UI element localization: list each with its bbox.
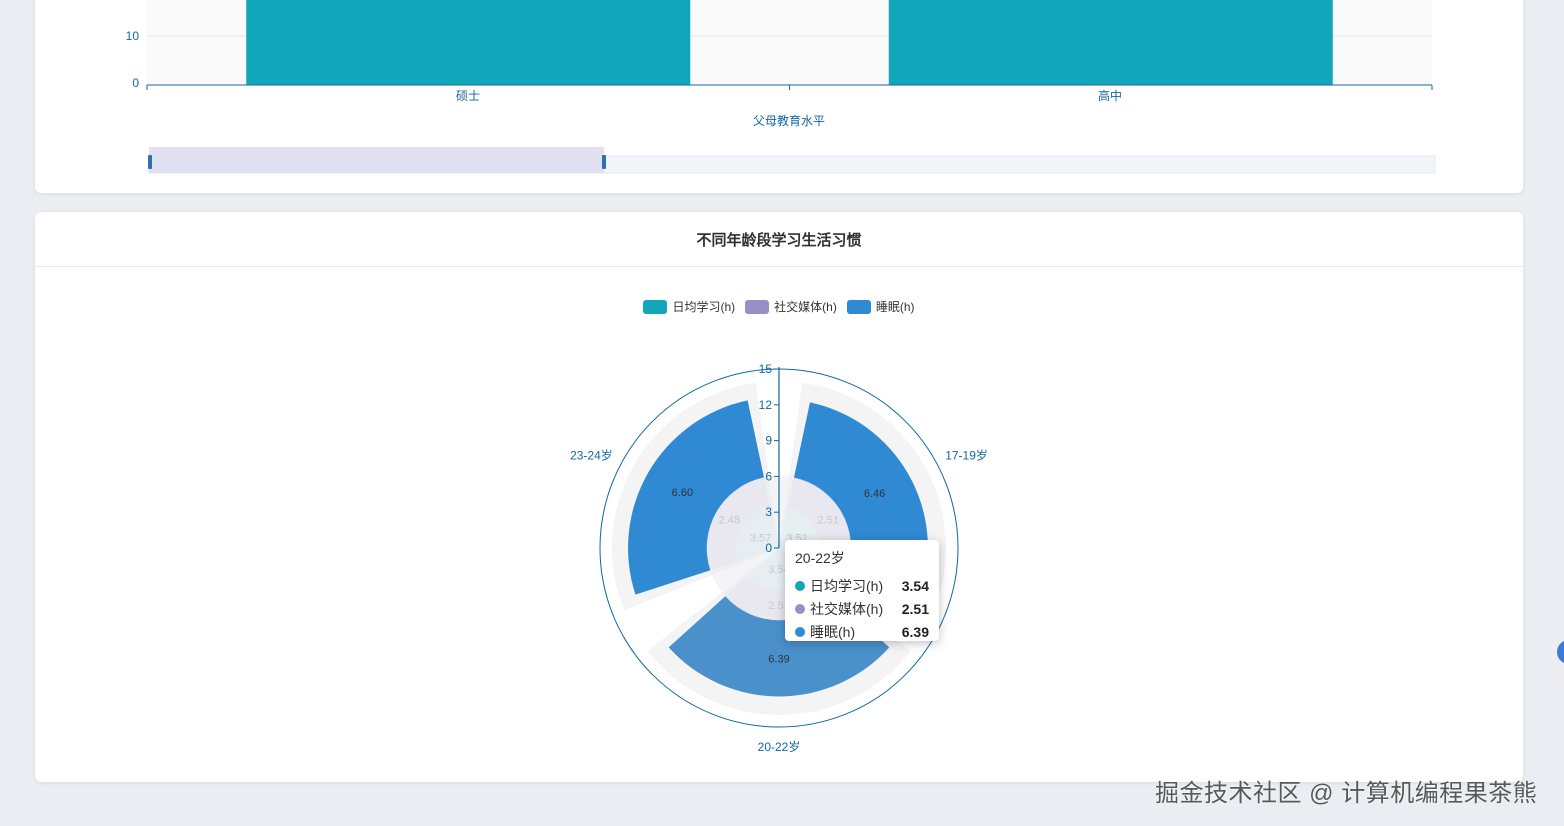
tooltip-series-name: 日均学习(h) [810, 577, 884, 594]
radius-tick-label: 12 [759, 398, 773, 412]
tooltip-value: 3.54 [901, 577, 929, 594]
legend-swatch [643, 299, 668, 314]
chart-legend: 日均学习(h) 社交媒体(h) 睡眠(h) [35, 298, 1523, 315]
legend-label: 日均学习(h) [672, 300, 736, 314]
tooltip-series-name: 社交媒体(h) [810, 600, 884, 617]
card-title: 不同年龄段学习生活习惯 [696, 231, 862, 249]
datazoom-left-handle[interactable] [148, 155, 152, 169]
tooltip-value: 6.39 [901, 623, 929, 640]
x-axis-title: 父母教育水平 [753, 113, 825, 128]
data-label: 6.39 [768, 653, 789, 665]
radius-tick-label: 6 [765, 469, 772, 483]
x-tick-label: 高中 [1098, 88, 1122, 103]
data-label: 6.46 [864, 488, 885, 500]
data-label: 2.51 [818, 515, 839, 527]
radius-tick-label: 3 [765, 505, 772, 519]
tooltip-row: 社交媒体(h) 2.51 [795, 597, 929, 620]
bar [246, 0, 691, 85]
legend-item-study[interactable]: 日均学习(h) [643, 298, 735, 315]
tooltip-dot [795, 626, 805, 637]
y-tick-label: 0 [132, 76, 139, 90]
legend-label: 睡眠(h) [875, 300, 915, 314]
tooltip-dot [795, 603, 805, 614]
watermark: 掘金技术社区 @ 计算机编程果茶熊 [1155, 780, 1538, 807]
datazoom-slider[interactable] [148, 147, 1436, 174]
angle-axis-label: 23-24岁 [570, 448, 613, 463]
legend-swatch [846, 299, 871, 314]
angle-axis-label: 17-19岁 [945, 448, 988, 463]
datazoom-selected-range[interactable] [149, 147, 604, 173]
legend-item-social[interactable]: 社交媒体(h) [745, 298, 837, 315]
polar-bar [628, 400, 764, 595]
tooltip-row: 睡眠(h) 6.39 [795, 620, 929, 643]
data-label: 3.54 [768, 564, 789, 576]
datazoom-right-handle[interactable] [602, 155, 606, 169]
card-header: 不同年龄段学习生活习惯 [35, 212, 1523, 267]
tooltip-title: 20-22岁 [795, 550, 845, 566]
polar-chart-card: 不同年龄段学习生活习惯 日均学习(h) 社交媒体(h) 睡眠(h) 3.51 2.… [35, 212, 1523, 782]
legend-label: 社交媒体(h) [774, 300, 837, 314]
data-label: 2.51 [768, 600, 789, 612]
angle-axis-label: 20-22岁 [758, 739, 801, 754]
data-label: 2.48 [719, 514, 740, 526]
legend-swatch [745, 299, 770, 314]
x-tick-label: 硕士 [456, 89, 480, 103]
tooltip-dot [795, 580, 805, 591]
bar [888, 0, 1333, 85]
legend-item-sleep[interactable]: 睡眠(h) [846, 298, 915, 315]
radius-tick-label: 0 [765, 541, 772, 555]
data-label: 6.60 [672, 487, 693, 499]
radius-tick-label: 15 [759, 362, 773, 376]
bar-chart-card: 10 0 硕士 高中 父母教育水平 [35, 0, 1523, 193]
radius-tick-label: 9 [765, 434, 772, 448]
floating-action-button[interactable] [1557, 640, 1564, 664]
y-tick-label: 10 [126, 29, 140, 43]
polar-chart: 3.512.516.463.542.516.393.572.486.600369… [570, 362, 988, 754]
tooltip-value: 2.51 [901, 600, 929, 617]
data-label: 3.57 [750, 532, 771, 544]
tooltip-series-name: 睡眠(h) [810, 623, 856, 640]
chart-tooltip: 20-22岁 日均学习(h) 3.54 社交媒体(h) 2.51 睡眠(h) 6… [785, 540, 939, 641]
bar-chart: 10 0 硕士 高中 父母教育水平 [126, 0, 1436, 174]
tooltip-row: 日均学习(h) 3.54 [795, 574, 929, 597]
